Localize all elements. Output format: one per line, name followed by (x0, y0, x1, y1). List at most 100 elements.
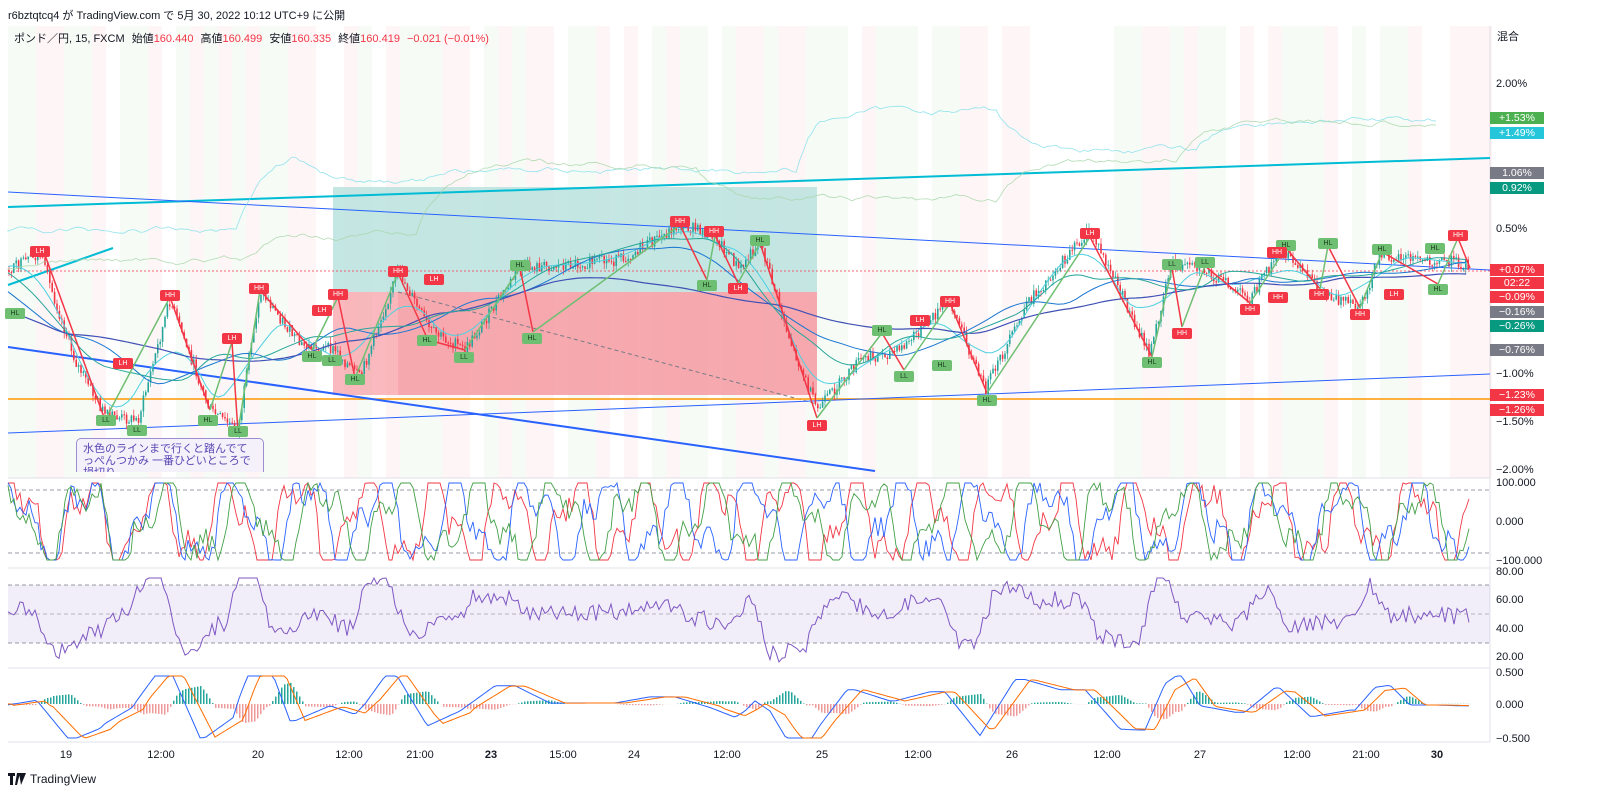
candle-body (356, 369, 358, 371)
macd-histogram-bar (545, 700, 547, 704)
candle-body (1445, 259, 1448, 262)
macd-histogram-bar (221, 704, 223, 709)
macd-histogram-bar (68, 694, 70, 704)
price-tag: −0.16% (1490, 306, 1544, 318)
candle-body (166, 304, 169, 317)
candle-body (1042, 290, 1045, 292)
candle-body (1414, 256, 1417, 258)
swing-label-ll: LL (454, 352, 474, 363)
macd-histogram-bar (1286, 702, 1288, 704)
candle-body (164, 316, 166, 328)
candle-body (934, 312, 937, 320)
candle-body (997, 360, 999, 371)
candle-body (1076, 242, 1078, 244)
time-axis-label: 19 (60, 749, 72, 761)
macd-histogram-bar (1406, 696, 1408, 704)
annotation-note[interactable]: 水色のラインまで行くと踏んでてっぺんつかみ 一番ひどいところで損切り (76, 438, 264, 472)
session-band (246, 26, 260, 478)
candle-body (1119, 284, 1121, 297)
candle-body (819, 407, 821, 409)
macd-histogram-bar (1181, 704, 1183, 711)
session-band (190, 26, 204, 478)
stoch-slow-line (7, 481, 1470, 562)
candle-body (310, 343, 313, 350)
candle-body (1040, 290, 1042, 292)
candle-body (1095, 238, 1097, 245)
zigzag-segment (209, 341, 233, 411)
candle-body (1061, 255, 1064, 269)
candle-body (1049, 279, 1052, 281)
candle-body (1169, 262, 1172, 279)
macd-histogram-bar (263, 704, 265, 711)
swing-label-ll: LL (1162, 259, 1182, 270)
macd-histogram-bar (1088, 702, 1090, 704)
macd-histogram-bar (1010, 704, 1012, 716)
macd-axis-label: 0.000 (1496, 699, 1524, 711)
candle-body (337, 350, 339, 352)
macd-histogram-bar (452, 704, 454, 708)
macd-histogram-bar (1229, 702, 1231, 704)
macd-histogram-bar (1187, 702, 1189, 704)
macd-histogram-bar (257, 704, 259, 719)
macd-histogram-bar (26, 704, 28, 706)
macd-histogram-bar (620, 704, 622, 705)
candle-body (1229, 287, 1232, 290)
candle-body (1364, 297, 1366, 299)
session-band (64, 26, 78, 478)
candle-body (457, 338, 459, 344)
macd-histogram-bar (1247, 704, 1249, 705)
swing-label-ll: LL (96, 415, 116, 426)
macd-histogram-bar (425, 691, 427, 704)
session-band (218, 26, 232, 478)
swing-label-hh: HH (1448, 230, 1468, 241)
candle-body (171, 306, 173, 308)
macd-histogram-bar (1031, 703, 1033, 704)
candle-body (812, 387, 814, 395)
macd-histogram-bar (479, 704, 481, 709)
tradingview-footer[interactable]: TradingView (8, 772, 96, 786)
macd-histogram-bar (842, 704, 844, 714)
swing-label-hl: HL (932, 360, 952, 371)
macd-histogram-bar (215, 704, 217, 708)
macd-histogram-bar (1235, 702, 1237, 704)
candle-body (1193, 263, 1196, 265)
macd-histogram-bar (1388, 704, 1390, 707)
macd-histogram-bar (65, 694, 67, 704)
macd-histogram-bar (1274, 704, 1276, 711)
candle-body (1045, 280, 1047, 291)
swing-label-hl: HL (1428, 284, 1448, 295)
zigzag-segment (104, 296, 171, 421)
candle-body (22, 257, 25, 259)
candle-body (1465, 259, 1467, 270)
candle-body (1335, 295, 1337, 300)
swing-label-hl: HL (1276, 240, 1296, 251)
candle-body (737, 261, 740, 269)
macd-histogram-bar (434, 698, 436, 704)
candle-body (728, 251, 730, 255)
time-axis-label: 21:00 (406, 749, 434, 761)
price-tag: −1.26% (1490, 404, 1544, 416)
candle-body (956, 315, 958, 318)
macd-histogram-bar (83, 704, 85, 705)
candle-body (1393, 259, 1395, 262)
scale-mode-label[interactable]: 混合 (1497, 31, 1519, 43)
candle-body (411, 293, 413, 296)
macd-histogram-bar (1139, 703, 1141, 704)
candle-body (874, 358, 877, 362)
macd-histogram-bar (527, 701, 529, 704)
candle-body (493, 306, 495, 311)
macd-histogram-bar (1022, 704, 1024, 711)
session-band (204, 26, 218, 478)
session-band (288, 26, 302, 478)
swing-label-ll: LL (322, 355, 342, 366)
macd-histogram-bar (929, 704, 931, 707)
symbol-label[interactable]: ポンド／円, 15, FXCM (14, 33, 125, 45)
price-tag: −0.76% (1490, 344, 1544, 356)
candle-body (358, 369, 361, 373)
candle-body (1129, 311, 1131, 313)
cyan-short-line (7, 247, 114, 286)
macd-histogram-bar (1205, 695, 1207, 704)
macd-histogram-bar (188, 688, 190, 704)
macd-histogram-bar (500, 704, 502, 708)
